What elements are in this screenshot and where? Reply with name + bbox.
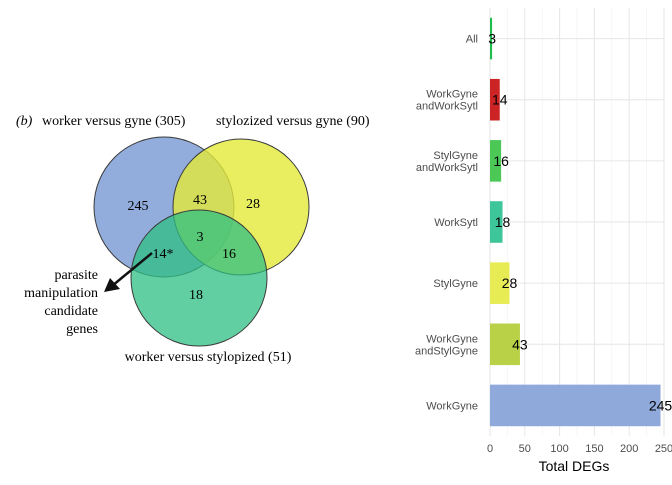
chart-category-labels: WorkGyneWorkGyneandStylGyneStylGyneWorkS… bbox=[415, 34, 478, 413]
x-tick-label: 200 bbox=[620, 443, 638, 455]
bar-value-label: 245 bbox=[649, 397, 672, 413]
venn-region-center: 3 bbox=[197, 230, 204, 245]
chart-x-ticks: 0 50 100 150 200 250 bbox=[487, 443, 672, 455]
bar-value-label: 3 bbox=[488, 31, 496, 47]
bar-value-label: 43 bbox=[512, 336, 528, 352]
category-label: andWorkSytl bbox=[416, 162, 478, 174]
venn-title-right: stylozized versus gyne (90) bbox=[216, 114, 370, 129]
category-label: StylGyne bbox=[433, 278, 478, 290]
chart-x-axis-label: Total DEGs bbox=[539, 458, 610, 474]
category-label: All bbox=[466, 34, 478, 46]
venn-annotation-line-4: genes bbox=[66, 322, 98, 337]
category-label: WorkGyne bbox=[426, 400, 478, 412]
chart-grid bbox=[489, 8, 665, 436]
venn-region-gyne-only: 245 bbox=[128, 199, 149, 214]
bar bbox=[490, 384, 661, 427]
bar-value-label: 18 bbox=[495, 214, 511, 230]
venn-arrow-head bbox=[104, 278, 120, 292]
category-label: WorkGyne bbox=[426, 333, 478, 345]
bar bbox=[490, 201, 503, 243]
venn-region-gyne-styl: 43 bbox=[193, 193, 207, 208]
venn-annotation-line-1: parasite bbox=[54, 268, 98, 283]
bar bbox=[490, 262, 510, 304]
venn-region-styl-only: 28 bbox=[246, 197, 260, 212]
venn-panel-label: (b) bbox=[16, 114, 33, 129]
category-label: WorkSytl bbox=[434, 217, 478, 229]
category-label: StylGyne bbox=[433, 150, 478, 162]
venn-annotation-line-3: candidate bbox=[44, 304, 98, 319]
venn-circle-worker-stylopized bbox=[130, 209, 268, 347]
bar-value-label: 28 bbox=[502, 275, 518, 291]
venn-panel: (b) worker versus gyne (305) stylozized … bbox=[0, 108, 385, 378]
venn-region-worker-styl: 16 bbox=[222, 247, 236, 262]
bar bbox=[490, 323, 520, 366]
category-label: andStylGyne bbox=[415, 345, 478, 357]
venn-region-worker-gyne: 14* bbox=[153, 247, 174, 262]
bar-value-label: 14 bbox=[492, 92, 508, 108]
bar bbox=[490, 78, 500, 121]
x-tick-label: 100 bbox=[550, 443, 568, 455]
x-tick-label: 250 bbox=[655, 443, 672, 455]
bar bbox=[490, 140, 502, 182]
chart-value-labels: 245 43 28 18 16 14 3 bbox=[488, 31, 672, 414]
venn-title-bottom: worker versus stylopized (51) bbox=[125, 350, 292, 365]
venn-region-worker-only: 18 bbox=[189, 288, 203, 303]
x-tick-label: 50 bbox=[519, 443, 531, 455]
category-label: andWorkSytl bbox=[416, 101, 478, 113]
bar-value-label: 16 bbox=[493, 153, 509, 169]
category-label: WorkGyne bbox=[426, 89, 478, 101]
venn-title-left: worker versus gyne (305) bbox=[42, 114, 186, 129]
chart-bars bbox=[490, 17, 661, 427]
x-tick-label: 150 bbox=[585, 443, 603, 455]
x-tick-label: 0 bbox=[487, 443, 493, 455]
venn-annotation-line-2: manipulation bbox=[24, 286, 98, 301]
venn-arrow-line bbox=[111, 252, 153, 287]
bar bbox=[490, 17, 493, 60]
